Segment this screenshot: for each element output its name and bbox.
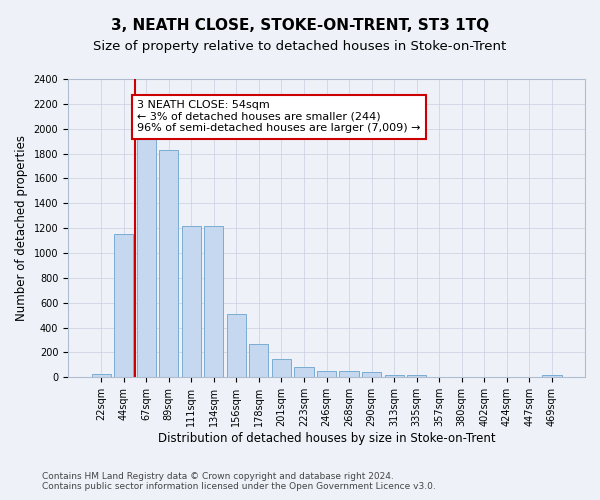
Bar bbox=[520, 376, 539, 378]
Bar bbox=[497, 376, 517, 378]
Text: Size of property relative to detached houses in Stoke-on-Trent: Size of property relative to detached ho… bbox=[94, 40, 506, 53]
Bar bbox=[542, 375, 562, 378]
Bar bbox=[317, 371, 336, 378]
Text: 3, NEATH CLOSE, STOKE-ON-TRENT, ST3 1TQ: 3, NEATH CLOSE, STOKE-ON-TRENT, ST3 1TQ bbox=[111, 18, 489, 32]
Text: Contains HM Land Registry data © Crown copyright and database right 2024.: Contains HM Land Registry data © Crown c… bbox=[42, 472, 394, 481]
X-axis label: Distribution of detached houses by size in Stoke-on-Trent: Distribution of detached houses by size … bbox=[158, 432, 496, 445]
Bar bbox=[204, 226, 223, 378]
Bar bbox=[92, 374, 110, 378]
Bar bbox=[250, 344, 268, 378]
Bar bbox=[227, 314, 246, 378]
Text: 3 NEATH CLOSE: 54sqm
← 3% of detached houses are smaller (244)
96% of semi-detac: 3 NEATH CLOSE: 54sqm ← 3% of detached ho… bbox=[137, 100, 421, 134]
Bar bbox=[295, 368, 314, 378]
Y-axis label: Number of detached properties: Number of detached properties bbox=[15, 135, 28, 321]
Bar bbox=[407, 375, 426, 378]
Bar bbox=[385, 375, 404, 378]
Bar bbox=[137, 135, 156, 378]
Bar bbox=[362, 372, 381, 378]
Text: Contains public sector information licensed under the Open Government Licence v3: Contains public sector information licen… bbox=[42, 482, 436, 491]
Bar bbox=[272, 358, 291, 378]
Bar bbox=[452, 376, 472, 378]
Bar bbox=[159, 150, 178, 378]
Bar bbox=[114, 234, 133, 378]
Bar bbox=[475, 376, 494, 378]
Bar bbox=[182, 226, 201, 378]
Bar bbox=[340, 371, 359, 378]
Bar bbox=[430, 376, 449, 378]
